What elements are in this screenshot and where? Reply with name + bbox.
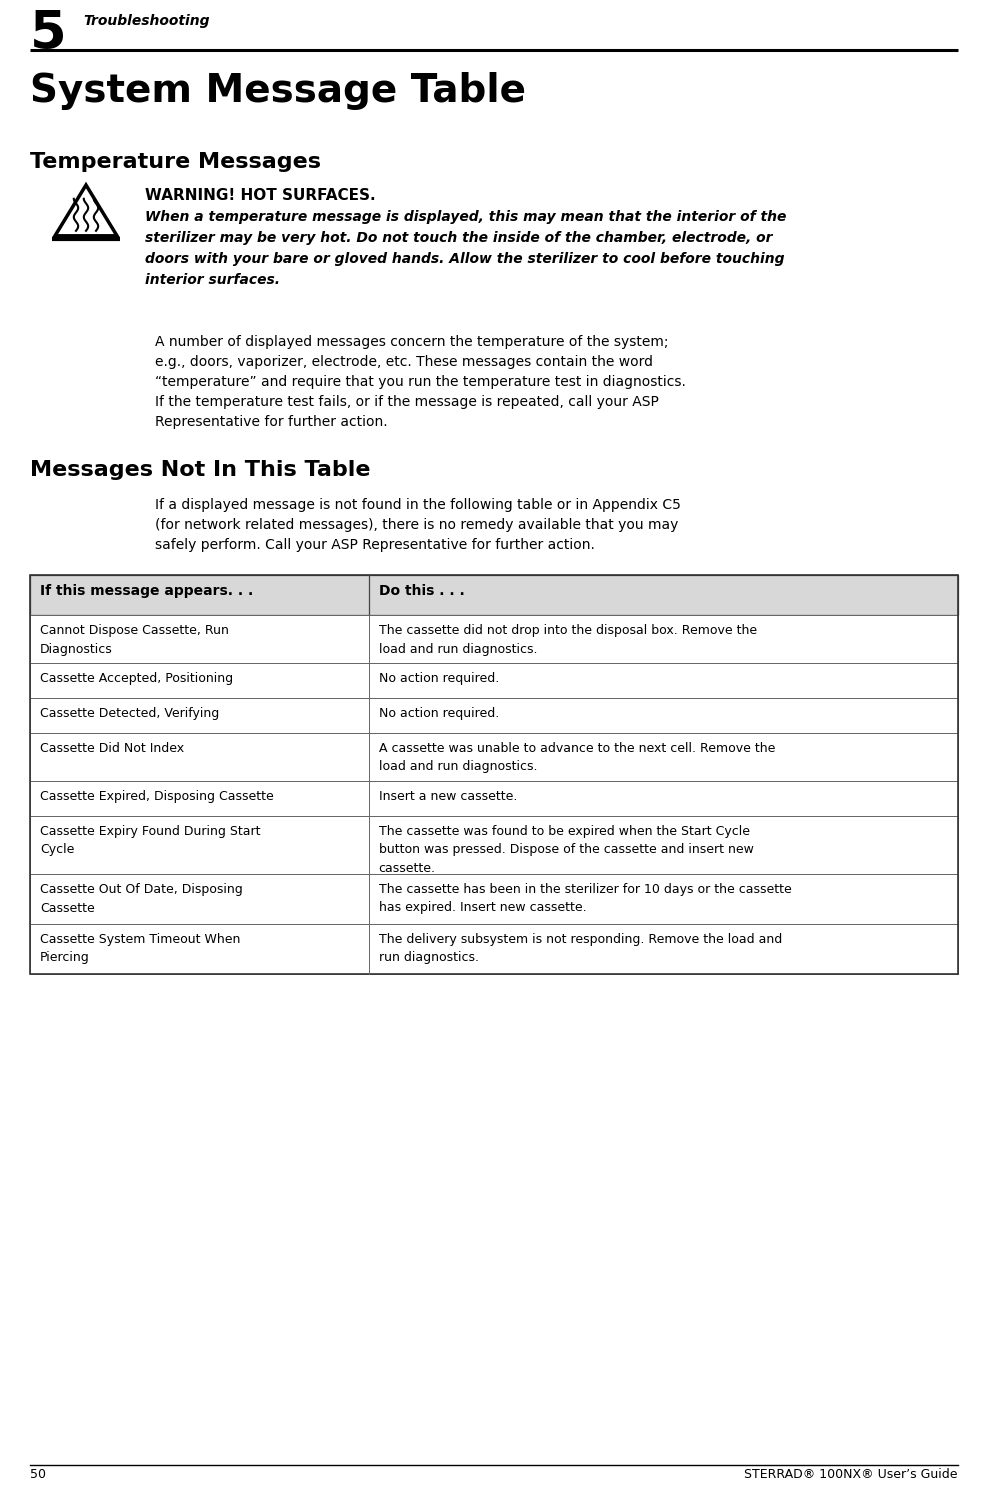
FancyBboxPatch shape (30, 615, 958, 663)
FancyBboxPatch shape (30, 576, 958, 615)
Text: If the temperature test fails, or if the message is repeated, call your ASP: If the temperature test fails, or if the… (155, 395, 659, 409)
Text: The cassette has been in the sterilizer for 10 days or the cassette: The cassette has been in the sterilizer … (378, 882, 791, 896)
Text: Diagnostics: Diagnostics (40, 642, 113, 655)
Text: interior surfaces.: interior surfaces. (145, 274, 280, 287)
Text: The cassette did not drop into the disposal box. Remove the: The cassette did not drop into the dispo… (378, 624, 757, 637)
Text: Cassette System Timeout When: Cassette System Timeout When (40, 933, 241, 945)
Text: sterilizer may be very hot. Do not touch the inside of the chamber, electrode, o: sterilizer may be very hot. Do not touch… (145, 231, 773, 245)
Text: has expired. Insert new cassette.: has expired. Insert new cassette. (378, 902, 586, 914)
FancyBboxPatch shape (30, 663, 958, 697)
Text: Cassette Expiry Found During Start: Cassette Expiry Found During Start (40, 825, 260, 839)
Text: safely perform. Call your ASP Representative for further action.: safely perform. Call your ASP Representa… (155, 538, 595, 552)
FancyBboxPatch shape (30, 816, 958, 875)
Text: The delivery subsystem is not responding. Remove the load and: The delivery subsystem is not responding… (378, 933, 781, 945)
FancyBboxPatch shape (30, 697, 958, 733)
Text: (for network related messages), there is no remedy available that you may: (for network related messages), there is… (155, 519, 678, 532)
Text: Cassette: Cassette (40, 902, 94, 914)
Text: load and run diagnostics.: load and run diagnostics. (378, 761, 538, 774)
Text: 50: 50 (30, 1468, 46, 1480)
Text: WARNING! HOT SURFACES.: WARNING! HOT SURFACES. (145, 188, 376, 203)
Text: Temperature Messages: Temperature Messages (30, 152, 321, 171)
FancyBboxPatch shape (30, 733, 958, 782)
Text: Messages Not In This Table: Messages Not In This Table (30, 460, 371, 479)
Text: “temperature” and require that you run the temperature test in diagnostics.: “temperature” and require that you run t… (155, 376, 686, 389)
Text: Cassette Did Not Index: Cassette Did Not Index (40, 742, 184, 755)
Text: Do this . . .: Do this . . . (378, 585, 465, 598)
Text: Representative for further action.: Representative for further action. (155, 415, 387, 428)
FancyBboxPatch shape (30, 924, 958, 974)
Text: Cassette Detected, Verifying: Cassette Detected, Verifying (40, 706, 219, 720)
FancyBboxPatch shape (30, 782, 958, 816)
Text: STERRAD® 100NX® User’s Guide: STERRAD® 100NX® User’s Guide (744, 1468, 958, 1480)
Text: System Message Table: System Message Table (30, 72, 526, 110)
Text: Insert a new cassette.: Insert a new cassette. (378, 791, 517, 803)
Text: Troubleshooting: Troubleshooting (83, 14, 209, 29)
Text: cassette.: cassette. (378, 863, 435, 875)
Text: Piercing: Piercing (40, 951, 89, 965)
Text: 5: 5 (30, 8, 67, 60)
Text: load and run diagnostics.: load and run diagnostics. (378, 642, 538, 655)
Text: Cannot Dispose Cassette, Run: Cannot Dispose Cassette, Run (40, 624, 229, 637)
Text: doors with your bare or gloved hands. Allow the sterilizer to cool before touchi: doors with your bare or gloved hands. Al… (145, 253, 784, 266)
Text: Cycle: Cycle (40, 843, 75, 857)
Text: If this message appears. . .: If this message appears. . . (40, 585, 254, 598)
Text: When a temperature message is displayed, this may mean that the interior of the: When a temperature message is displayed,… (145, 210, 786, 224)
Text: A cassette was unable to advance to the next cell. Remove the: A cassette was unable to advance to the … (378, 742, 775, 755)
Text: run diagnostics.: run diagnostics. (378, 951, 479, 965)
Text: No action required.: No action required. (378, 706, 499, 720)
Text: Cassette Accepted, Positioning: Cassette Accepted, Positioning (40, 672, 233, 685)
Text: No action required.: No action required. (378, 672, 499, 685)
Text: The cassette was found to be expired when the Start Cycle: The cassette was found to be expired whe… (378, 825, 750, 839)
Text: A number of displayed messages concern the temperature of the system;: A number of displayed messages concern t… (155, 335, 668, 349)
FancyBboxPatch shape (30, 875, 958, 924)
Text: Cassette Out Of Date, Disposing: Cassette Out Of Date, Disposing (40, 882, 243, 896)
Text: button was pressed. Dispose of the cassette and insert new: button was pressed. Dispose of the casse… (378, 843, 754, 857)
Text: e.g., doors, vaporizer, electrode, etc. These messages contain the word: e.g., doors, vaporizer, electrode, etc. … (155, 355, 653, 370)
Text: Cassette Expired, Disposing Cassette: Cassette Expired, Disposing Cassette (40, 791, 273, 803)
Text: If a displayed message is not found in the following table or in Appendix C5: If a displayed message is not found in t… (155, 497, 681, 513)
